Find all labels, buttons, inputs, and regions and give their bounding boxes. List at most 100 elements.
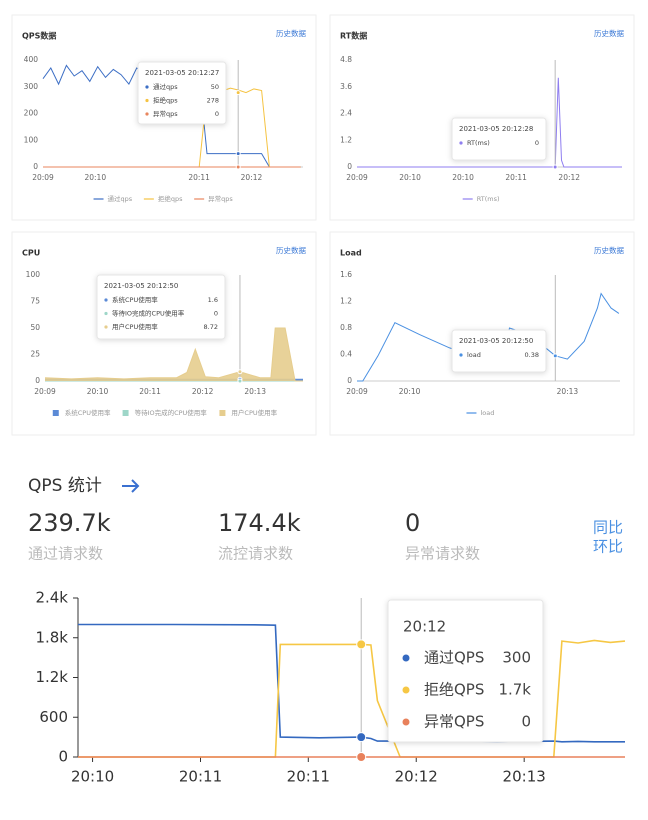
y-tick-label: 300	[24, 82, 39, 91]
cursor-dot	[235, 151, 241, 157]
tooltip-name: 系统CPU使用率	[112, 295, 158, 304]
tooltip-name: 拒绝qps	[153, 96, 178, 105]
y-tick-label: 100	[24, 135, 39, 144]
tooltip-title: 20:12	[403, 618, 446, 636]
tooltip-name: 等待IO完成的CPU使用率	[112, 309, 185, 318]
series-line	[44, 327, 303, 382]
stat-value: 174.4k	[218, 509, 301, 537]
y-tick-label: 0	[58, 748, 68, 766]
tooltip-name: 通过QPS	[424, 649, 484, 667]
tooltip-name: 异常qps	[153, 109, 178, 118]
y-tick-label: 0	[35, 376, 40, 385]
legend-label: load	[480, 409, 494, 417]
y-tick-label: 2.4k	[35, 589, 68, 607]
chart-title: CPU	[22, 249, 40, 258]
tooltip-box	[451, 329, 547, 373]
x-tick-label: 20:11	[188, 173, 210, 182]
chart-title: QPS数据	[22, 31, 56, 41]
stats-section: QPS 统计 239.7k 通过请求数 174.4k 流控请求数 0 异常请求数…	[28, 476, 623, 563]
tooltip-dot	[145, 112, 149, 116]
compare-link[interactable]: 同比	[593, 519, 623, 537]
tooltip-name: 异常QPS	[424, 713, 484, 731]
cursor-dot	[237, 369, 243, 375]
x-tick-label: 20:13	[244, 387, 266, 396]
cursor-dot	[552, 164, 558, 170]
x-tick-label: 20:10	[399, 387, 421, 396]
cursor-dot	[235, 90, 241, 96]
tooltip-value: 300	[502, 649, 531, 667]
tooltip-name: load	[467, 351, 481, 359]
tooltip-dot	[402, 718, 410, 726]
y-tick-label: 2.4	[340, 109, 352, 118]
x-tick-label: 20:12	[192, 387, 214, 396]
tooltip-value: 8.72	[204, 323, 218, 331]
cursor-dot	[356, 732, 367, 743]
x-tick-label: 20:13	[503, 768, 546, 786]
y-tick-label: 50	[30, 323, 40, 332]
x-tick-label: 20:09	[34, 387, 56, 396]
tooltip-value: 0	[535, 139, 539, 147]
x-tick-label: 20:11	[505, 173, 527, 182]
legend-label: 拒绝qps	[158, 194, 183, 203]
stat-label: 异常请求数	[405, 545, 480, 563]
y-tick-label: 600	[39, 708, 68, 726]
tooltip-dot	[459, 353, 463, 357]
tooltip-value: 0	[214, 310, 218, 318]
tooltip-title: 2021-03-05 20:12:27	[145, 69, 219, 77]
tooltip-dot	[402, 654, 410, 662]
cursor-dot	[356, 639, 367, 650]
y-tick-label: 0	[347, 162, 352, 171]
history-link[interactable]: 历史数据	[594, 245, 624, 255]
x-tick-label: 20:09	[32, 173, 54, 182]
x-tick-label: 20:10	[87, 387, 109, 396]
x-tick-label: 20:11	[179, 768, 222, 786]
y-tick-label: 0.8	[340, 323, 352, 332]
tooltip-dot	[104, 325, 108, 329]
cursor-dot	[356, 752, 367, 762]
tooltip-box	[451, 117, 547, 161]
y-tick-label: 0	[347, 376, 352, 385]
x-tick-label: 20:10	[399, 173, 421, 182]
tooltip-dot	[104, 298, 108, 302]
legend-label: 用户CPU使用率	[231, 408, 277, 417]
cursor-dot	[235, 164, 241, 170]
y-tick-label: 1.6	[340, 270, 352, 279]
area-fill	[45, 328, 303, 381]
tooltip-name: RT(ms)	[467, 139, 490, 147]
legend-swatch	[219, 410, 226, 416]
section-title: QPS 统计	[28, 476, 102, 496]
arrow-icon[interactable]	[122, 479, 140, 493]
legend-swatch	[122, 410, 129, 416]
tooltip-value: 0	[215, 110, 219, 118]
y-tick-label: 75	[30, 297, 40, 306]
legend-label: 异常qps	[208, 194, 233, 203]
tooltip-box	[387, 599, 544, 743]
tooltip-box	[96, 274, 226, 340]
tooltip-value: 0.38	[525, 351, 539, 359]
x-tick-label: 20:11	[287, 768, 330, 786]
legend-label: 通过qps	[108, 194, 133, 203]
y-tick-label: 3.6	[340, 82, 352, 91]
tooltip-dot	[459, 141, 463, 145]
y-tick-label: 200	[24, 109, 39, 118]
history-link[interactable]: 历史数据	[276, 245, 306, 255]
y-tick-label: 1.8k	[35, 628, 68, 646]
tooltip-box	[137, 61, 227, 125]
x-tick-label: 20:12	[558, 173, 580, 182]
tooltip-value: 278	[207, 97, 219, 105]
tooltip-title: 2021-03-05 20:12:50	[104, 282, 178, 290]
tooltip-value: 1.7k	[498, 681, 531, 699]
tooltip-dot	[145, 98, 149, 103]
x-tick-label: 20:12	[241, 173, 263, 182]
tooltip-value: 50	[211, 83, 219, 91]
compare-link[interactable]: 环比	[593, 538, 623, 556]
chart-title: RT数据	[340, 31, 367, 41]
tooltip-value: 1.6	[208, 296, 218, 304]
history-link[interactable]: 历史数据	[276, 28, 306, 38]
x-tick-label: 20:11	[139, 387, 161, 396]
cursor-dot	[552, 353, 558, 359]
y-tick-label: 4.8	[340, 55, 352, 64]
history-link[interactable]: 历史数据	[594, 28, 624, 38]
series-line	[357, 292, 620, 382]
